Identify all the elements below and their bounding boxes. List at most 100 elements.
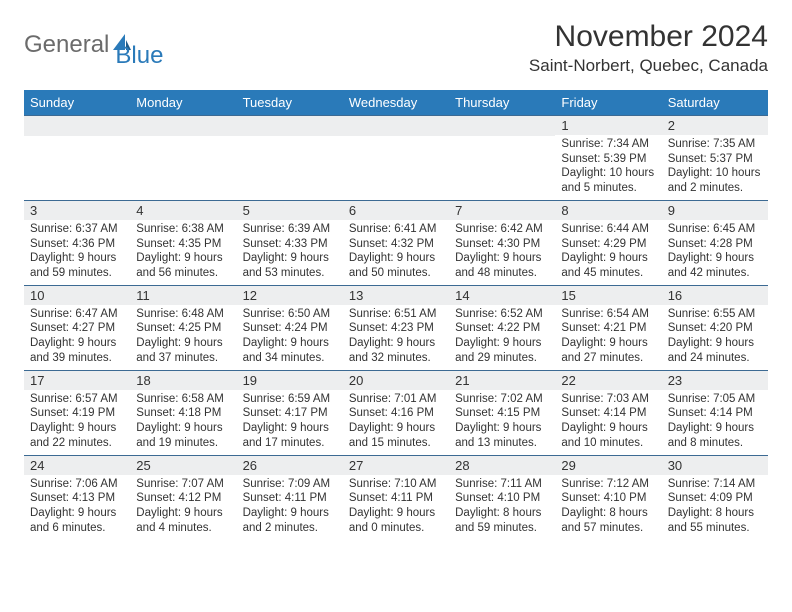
sunset-text: Sunset: 4:27 PM bbox=[30, 321, 124, 336]
day-number: 19 bbox=[237, 371, 343, 390]
day-number: 27 bbox=[343, 456, 449, 475]
sunset-text: Sunset: 4:18 PM bbox=[136, 406, 230, 421]
sunset-text: Sunset: 4:20 PM bbox=[668, 321, 762, 336]
daylight-text: and 15 minutes. bbox=[349, 436, 443, 451]
weekday-header: Monday bbox=[130, 90, 236, 116]
sunrise-text: Sunrise: 7:11 AM bbox=[455, 477, 549, 492]
day-number: 5 bbox=[237, 201, 343, 220]
weekday-header: Tuesday bbox=[237, 90, 343, 116]
day-cell: 13Sunrise: 6:51 AMSunset: 4:23 PMDayligh… bbox=[343, 285, 449, 370]
day-cell: 7Sunrise: 6:42 AMSunset: 4:30 PMDaylight… bbox=[449, 200, 555, 285]
daylight-text: and 48 minutes. bbox=[455, 266, 549, 281]
day-number: 21 bbox=[449, 371, 555, 390]
calendar-page: General Blue November 2024 Saint-Norbert… bbox=[0, 0, 792, 551]
daylight-text: and 37 minutes. bbox=[136, 351, 230, 366]
day-details: Sunrise: 7:11 AMSunset: 4:10 PMDaylight:… bbox=[449, 475, 555, 540]
day-number: 29 bbox=[555, 456, 661, 475]
sunrise-text: Sunrise: 6:45 AM bbox=[668, 222, 762, 237]
location-text: Saint-Norbert, Quebec, Canada bbox=[529, 56, 768, 76]
daylight-text: Daylight: 9 hours bbox=[136, 251, 230, 266]
sunrise-text: Sunrise: 7:10 AM bbox=[349, 477, 443, 492]
day-cell: 19Sunrise: 6:59 AMSunset: 4:17 PMDayligh… bbox=[237, 370, 343, 455]
daylight-text: Daylight: 9 hours bbox=[561, 421, 655, 436]
daylight-text: and 57 minutes. bbox=[561, 521, 655, 536]
day-number: 10 bbox=[24, 286, 130, 305]
day-cell: 3Sunrise: 6:37 AMSunset: 4:36 PMDaylight… bbox=[24, 200, 130, 285]
daylight-text: and 10 minutes. bbox=[561, 436, 655, 451]
day-cell: 12 Sunrise: 6:50 AMSunset: 4:24 PMDayligh… bbox=[237, 285, 343, 370]
sunset-text: Sunset: 4:13 PM bbox=[30, 491, 124, 506]
day-details: Sunrise: 7:10 AMSunset: 4:11 PMDaylight:… bbox=[343, 475, 449, 540]
sunset-text: Sunset: 5:37 PM bbox=[668, 152, 762, 167]
weekday-header-row: Sunday Monday Tuesday Wednesday Thursday… bbox=[24, 90, 768, 116]
daylight-text: and 59 minutes. bbox=[30, 266, 124, 281]
daylight-text: Daylight: 9 hours bbox=[668, 251, 762, 266]
day-cell bbox=[237, 116, 343, 201]
sunset-text: Sunset: 4:24 PM bbox=[243, 321, 337, 336]
daylight-text: Daylight: 10 hours bbox=[561, 166, 655, 181]
sunset-text: Sunset: 4:28 PM bbox=[668, 237, 762, 252]
sunset-text: Sunset: 4:30 PM bbox=[455, 237, 549, 252]
sunrise-text: Sunrise: 6:51 AM bbox=[349, 307, 443, 322]
day-number: 25 bbox=[130, 456, 236, 475]
sunrise-text: Sunrise: 7:12 AM bbox=[561, 477, 655, 492]
daylight-text: and 2 minutes. bbox=[243, 521, 337, 536]
sunrise-text: Sunrise: 7:06 AM bbox=[30, 477, 124, 492]
sunset-text: Sunset: 4:14 PM bbox=[668, 406, 762, 421]
day-number: 12 bbox=[237, 286, 343, 305]
daylight-text: and 39 minutes. bbox=[30, 351, 124, 366]
day-cell: 9Sunrise: 6:45 AMSunset: 4:28 PMDaylight… bbox=[662, 200, 768, 285]
daylight-text: and 0 minutes. bbox=[349, 521, 443, 536]
sunrise-text: Sunrise: 7:07 AM bbox=[136, 477, 230, 492]
sunrise-text: Sunrise: 7:01 AM bbox=[349, 392, 443, 407]
daylight-text: and 53 minutes. bbox=[243, 266, 337, 281]
day-details: Sunrise: 6:54 AMSunset: 4:21 PMDaylight:… bbox=[555, 305, 661, 370]
daylight-text: and 56 minutes. bbox=[136, 266, 230, 281]
day-cell: 27Sunrise: 7:10 AMSunset: 4:11 PMDayligh… bbox=[343, 455, 449, 539]
sunrise-text: Sunrise: 7:09 AM bbox=[243, 477, 337, 492]
day-number: 3 bbox=[24, 201, 130, 220]
day-details: Sunrise: 7:07 AMSunset: 4:12 PMDaylight:… bbox=[130, 475, 236, 540]
day-number: 15 bbox=[555, 286, 661, 305]
day-details: Sunrise: 6:38 AMSunset: 4:35 PMDaylight:… bbox=[130, 220, 236, 285]
sunrise-text: Sunrise: 6:41 AM bbox=[349, 222, 443, 237]
sunrise-text: Sunrise: 7:05 AM bbox=[668, 392, 762, 407]
sunset-text: Sunset: 4:12 PM bbox=[136, 491, 230, 506]
daylight-text: Daylight: 9 hours bbox=[243, 251, 337, 266]
daylight-text: Daylight: 9 hours bbox=[455, 421, 549, 436]
sunrise-text: Sunrise: 6:50 AM bbox=[243, 307, 337, 322]
day-cell: 2Sunrise: 7:35 AMSunset: 5:37 PMDaylight… bbox=[662, 116, 768, 201]
day-details: Sunrise: 7:06 AMSunset: 4:13 PMDaylight:… bbox=[24, 475, 130, 540]
daylight-text: Daylight: 9 hours bbox=[668, 336, 762, 351]
daylight-text: Daylight: 9 hours bbox=[136, 506, 230, 521]
day-number: 22 bbox=[555, 371, 661, 390]
day-details: Sunrise: 6:58 AMSunset: 4:18 PMDaylight:… bbox=[130, 390, 236, 455]
day-number: 28 bbox=[449, 456, 555, 475]
day-cell: 14Sunrise: 6:52 AMSunset: 4:22 PMDayligh… bbox=[449, 285, 555, 370]
month-title: November 2024 bbox=[529, 20, 768, 54]
logo-text-blue-wrap: Blue bbox=[115, 42, 163, 70]
daylight-text: Daylight: 9 hours bbox=[243, 336, 337, 351]
sunset-text: Sunset: 4:10 PM bbox=[455, 491, 549, 506]
day-cell: 21Sunrise: 7:02 AMSunset: 4:15 PMDayligh… bbox=[449, 370, 555, 455]
day-details: Sunrise: 7:14 AMSunset: 4:09 PMDaylight:… bbox=[662, 475, 768, 540]
day-number: 8 bbox=[555, 201, 661, 220]
daylight-text: Daylight: 9 hours bbox=[349, 421, 443, 436]
logo: General Blue bbox=[24, 20, 163, 70]
day-cell: 26Sunrise: 7:09 AMSunset: 4:11 PMDayligh… bbox=[237, 455, 343, 539]
day-number: 4 bbox=[130, 201, 236, 220]
day-number: 16 bbox=[662, 286, 768, 305]
day-details: Sunrise: 6:44 AMSunset: 4:29 PMDaylight:… bbox=[555, 220, 661, 285]
sunset-text: Sunset: 4:32 PM bbox=[349, 237, 443, 252]
calendar-table: Sunday Monday Tuesday Wednesday Thursday… bbox=[24, 90, 768, 539]
day-details: Sunrise: 6:55 AMSunset: 4:20 PMDaylight:… bbox=[662, 305, 768, 370]
day-cell: 1Sunrise: 7:34 AMSunset: 5:39 PMDaylight… bbox=[555, 116, 661, 201]
sunset-text: Sunset: 4:17 PM bbox=[243, 406, 337, 421]
day-details: Sunrise: 6:48 AMSunset: 4:25 PMDaylight:… bbox=[130, 305, 236, 370]
day-details: Sunrise: 7:03 AMSunset: 4:14 PMDaylight:… bbox=[555, 390, 661, 455]
day-details: Sunrise: 7:34 AMSunset: 5:39 PMDaylight:… bbox=[555, 135, 661, 200]
daylight-text: Daylight: 9 hours bbox=[136, 421, 230, 436]
weekday-header: Sunday bbox=[24, 90, 130, 116]
day-cell: 25Sunrise: 7:07 AMSunset: 4:12 PMDayligh… bbox=[130, 455, 236, 539]
daylight-text: Daylight: 9 hours bbox=[30, 421, 124, 436]
